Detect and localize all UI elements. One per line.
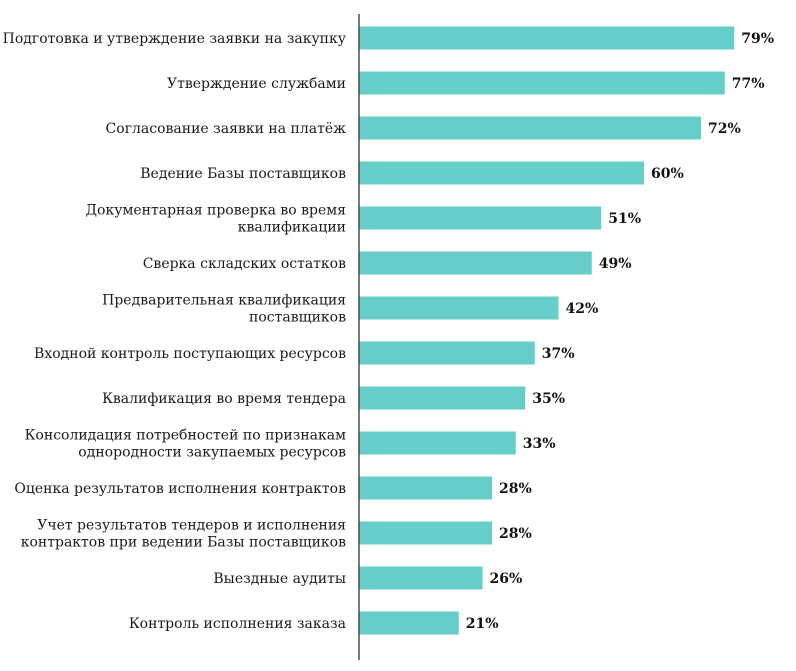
category-label-10: Консолидация потребностей по признакам од… [25, 428, 347, 461]
value-label-9: 35% [532, 391, 565, 407]
bar-11 [359, 476, 492, 500]
category-label-2: Утверждение службами [167, 76, 346, 92]
category-label-line: Сверка складских остатков [143, 256, 346, 272]
category-label-line: однородности закупаемых ресурсов [78, 445, 346, 461]
bar-9 [359, 386, 526, 410]
bar-4 [359, 161, 644, 185]
category-label-line: контрактов при ведении Базы поставщиков [21, 535, 346, 551]
value-label-5: 51% [608, 211, 641, 227]
bar-3 [359, 116, 701, 140]
bar-5 [359, 206, 602, 230]
category-label-line: Учет результатов тендеров и исполнения [37, 518, 346, 534]
bar-1 [359, 26, 735, 50]
category-label-line: Консолидация потребностей по признакам [25, 428, 347, 444]
category-label-line: квалификации [238, 220, 346, 236]
value-label-14: 21% [466, 616, 499, 632]
category-label-4: Ведение Базы поставщиков [140, 166, 346, 182]
category-label-9: Квалификация во время тендера [102, 391, 346, 407]
value-label-12: 28% [499, 526, 532, 542]
bar-14 [359, 611, 459, 635]
value-label-7: 42% [566, 301, 599, 317]
category-label-line: Квалификация во время тендера [102, 391, 346, 407]
value-label-3: 72% [708, 121, 741, 137]
category-label-8: Входной контроль поступающих ресурсов [34, 346, 346, 362]
category-label-5: Документарная проверка во время квалифика… [86, 203, 346, 236]
category-label-line: Оценка результатов исполнения контрактов [14, 481, 346, 497]
bar-13 [359, 566, 483, 590]
bar-6 [359, 251, 592, 275]
category-label-line: Утверждение службами [167, 76, 346, 92]
category-label-1: Подготовка и утверждение заявки на закуп… [3, 31, 347, 47]
category-label-6: Сверка складских остатков [143, 256, 346, 272]
category-label-line: поставщиков [249, 310, 346, 326]
category-label-line: Документарная проверка во время [86, 203, 346, 219]
value-label-6: 49% [599, 256, 632, 272]
category-label-line: Контроль исполнения заказа [129, 616, 346, 632]
category-label-7: Предварительная квалификация поставщиков [102, 293, 346, 326]
bar-12 [359, 521, 492, 545]
value-label-4: 60% [651, 166, 684, 182]
category-label-3: Согласование заявки на платёж [106, 121, 347, 137]
value-label-13: 26% [490, 571, 523, 587]
category-label-line: Предварительная квалификация [102, 293, 346, 309]
category-label-line: Входной контроль поступающих ресурсов [34, 346, 346, 362]
value-label-11: 28% [499, 481, 532, 497]
value-label-2: 77% [732, 76, 765, 92]
category-label-11: Оценка результатов исполнения контрактов [14, 481, 346, 497]
category-label-12: Учет результатов тендеров и исполнения ко… [21, 518, 346, 551]
value-label-1: 79% [741, 31, 774, 47]
bar-10 [359, 431, 516, 455]
category-label-line: Согласование заявки на платёж [106, 121, 347, 137]
category-label-13: Выездные аудиты [213, 571, 346, 587]
category-label-line: Ведение Базы поставщиков [140, 166, 346, 182]
bar-2 [359, 71, 725, 95]
value-label-10: 33% [523, 436, 556, 452]
bar-7 [359, 296, 559, 320]
category-label-line: Выездные аудиты [213, 571, 346, 587]
value-label-8: 37% [542, 346, 575, 362]
category-label-line: Подготовка и утверждение заявки на закуп… [3, 31, 347, 47]
bar-8 [359, 341, 535, 365]
category-label-14: Контроль исполнения заказа [129, 616, 346, 632]
